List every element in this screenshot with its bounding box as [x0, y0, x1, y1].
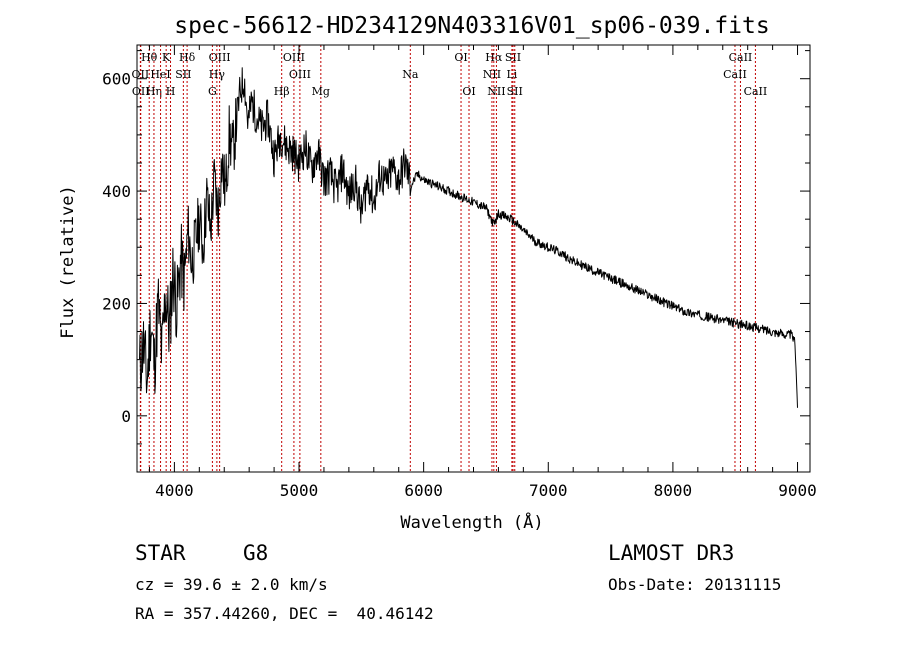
x-tick-label: 5000: [280, 481, 319, 500]
survey-name: LAMOST DR3: [608, 541, 735, 565]
marker-label-Hβ: Hβ: [274, 85, 290, 98]
x-tick-label: 7000: [529, 481, 568, 500]
redshift-readout: cz = 39.6 ± 2.0 km/s: [135, 575, 328, 594]
marker-label-OIII: OIII: [283, 51, 305, 64]
marker-label-Hη: Hη: [146, 85, 162, 98]
marker-label-OI: OI: [454, 51, 467, 64]
y-tick-label: 0: [121, 407, 131, 426]
marker-label-SII: SII: [175, 68, 191, 81]
object-subclass: G8: [243, 541, 269, 565]
marker-label-Mg: Mg: [312, 85, 330, 98]
y-tick-label: 600: [102, 70, 131, 89]
marker-label-Li: Li: [506, 68, 517, 81]
observation-date: Obs-Date: 20131115: [608, 575, 782, 594]
coordinates-readout: RA = 357.44260, DEC = 40.46142: [135, 604, 434, 623]
marker-label-OII: OII: [132, 85, 150, 98]
axis-ticks: [137, 45, 810, 473]
marker-label-Hα: Hα: [485, 51, 503, 64]
marker-label-NII: NII: [487, 85, 505, 98]
x-tick-label: 6000: [404, 481, 443, 500]
object-type: STAR: [135, 541, 186, 565]
marker-label-OIII: OIII: [289, 68, 311, 81]
x-tick-label: 9000: [778, 481, 817, 500]
x-tick-label: 4000: [155, 481, 194, 500]
marker-label-Hθ: Hθ: [141, 51, 158, 64]
marker-label-CaII: CaII: [729, 51, 753, 64]
spectrum-line: [139, 67, 798, 408]
spectrum-chart: spec-56612-HD234129N403316V01_sp06-039.f…: [58, 13, 817, 533]
marker-label-SII: SII: [505, 51, 521, 64]
marker-label-SII: SII: [507, 85, 523, 98]
marker-label-HeI: HeI: [150, 68, 170, 81]
marker-label-CaII: CaII: [744, 85, 768, 98]
x-tick-label: 8000: [654, 481, 693, 500]
marker-label-OI: OI: [462, 85, 475, 98]
x-axis-label: Wavelength (Å): [400, 511, 543, 533]
line-markers: HθOIIOIIHηHeIKHSIIHδOIIIHγGHβOIIIOIIIMgN…: [132, 45, 768, 472]
marker-label-NII: NII: [483, 68, 501, 81]
marker-label-Hδ: Hδ: [179, 51, 196, 64]
marker-label-H: H: [166, 85, 176, 98]
chart-title: spec-56612-HD234129N403316V01_sp06-039.f…: [174, 13, 769, 39]
y-tick-label: 400: [102, 182, 131, 201]
marker-label-Hγ: Hγ: [209, 68, 226, 81]
plot-frame: [136, 44, 811, 473]
marker-label-K: K: [162, 51, 171, 64]
marker-label-OIII: OIII: [209, 51, 231, 64]
marker-label-CaII: CaII: [723, 68, 747, 81]
marker-label-G: G: [208, 85, 217, 98]
y-tick-label: 200: [102, 294, 131, 313]
y-axis-label: Flux (relative): [58, 185, 78, 339]
tick-labels: 4000 5000 6000 7000 8000 9000 0 200 400 600: [102, 70, 817, 500]
marker-label-Na: Na: [402, 68, 419, 81]
